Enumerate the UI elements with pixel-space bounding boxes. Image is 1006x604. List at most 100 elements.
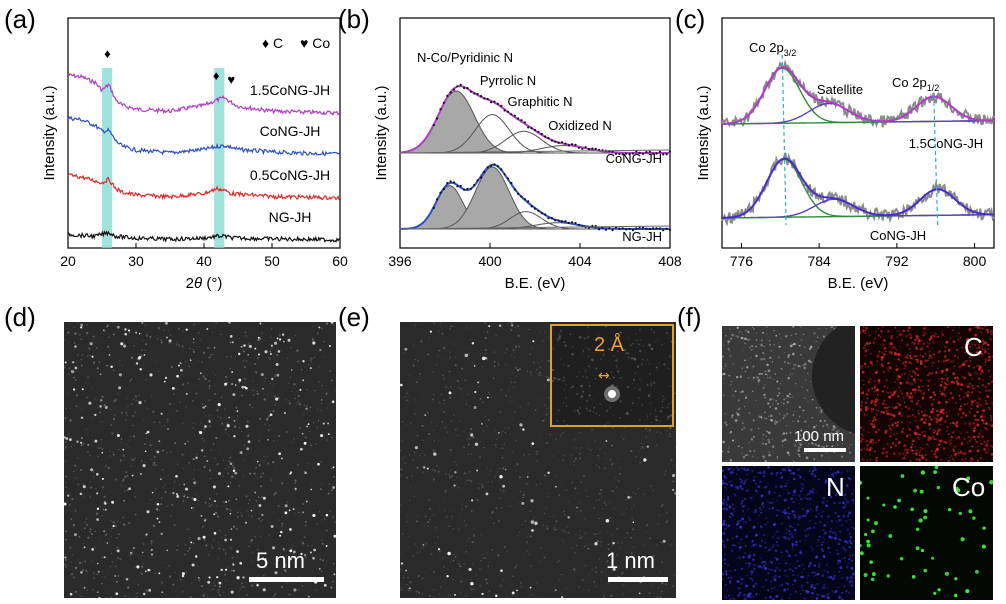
texture-dot (586, 469, 588, 471)
panel-label-e: (e) (338, 302, 370, 332)
texture-dot (71, 435, 73, 437)
texture-dot (927, 438, 931, 442)
texture-dot (891, 429, 893, 432)
texture-dot (494, 476, 497, 478)
texture-dot (173, 524, 176, 527)
texture-dot (228, 460, 230, 463)
texture-dot (627, 496, 630, 499)
texture-dot (619, 376, 622, 379)
texture-dot (771, 569, 773, 571)
texture-dot (400, 568, 402, 571)
texture-dot (442, 374, 444, 377)
texture-dot (570, 454, 573, 457)
texture-dot (802, 357, 804, 359)
texture-dot (321, 559, 324, 562)
texture-dot (729, 355, 732, 358)
texture-dot (820, 411, 823, 413)
texture-dot (159, 532, 161, 534)
texture-dot (445, 489, 447, 492)
texture-dot (295, 390, 297, 392)
texture-dot (518, 531, 521, 533)
texture-dot (979, 457, 983, 460)
texture-dot (507, 426, 510, 429)
texture-dot (835, 549, 838, 552)
texture-dot (843, 493, 847, 497)
texture-dot (882, 370, 886, 374)
texture-dot (786, 451, 790, 454)
texture-dot (483, 322, 486, 324)
texture-dot (742, 349, 744, 351)
texture-dot (74, 327, 76, 329)
raw-data-point (652, 152, 655, 155)
texture-dot (280, 530, 283, 534)
texture-dot (876, 360, 879, 363)
texture-dot (94, 546, 97, 548)
series-line-0.5CoNG-JH (67, 173, 341, 201)
texture-dot (80, 326, 83, 329)
texture-dot (923, 434, 926, 437)
texture-dot (621, 402, 623, 404)
raw-data-point (571, 143, 574, 146)
texture-dot (911, 341, 913, 344)
texture-dot (294, 334, 296, 336)
texture-dot (432, 480, 435, 483)
texture-dot (742, 555, 745, 559)
texture-dot (877, 354, 880, 357)
texture-dot (611, 426, 614, 429)
texture-dot (611, 462, 614, 465)
texture-dot (781, 476, 784, 479)
texture-dot (949, 360, 953, 363)
texture-dot (68, 341, 70, 343)
texture-dot (134, 513, 137, 516)
texture-dot (741, 452, 743, 454)
texture-dot (746, 469, 748, 471)
texture-dot (644, 426, 645, 427)
texture-dot (951, 360, 955, 363)
texture-dot (809, 562, 812, 565)
texture-dot (817, 573, 819, 575)
texture-dot (481, 592, 484, 596)
texture-dot (591, 397, 593, 400)
raw-data-point (432, 124, 435, 127)
raw-data-point (473, 183, 476, 187)
texture-dot (972, 422, 975, 425)
texture-dot (940, 369, 944, 373)
texture-dot (871, 438, 875, 442)
texture-dot (473, 406, 477, 409)
texture-dot (433, 429, 435, 431)
texture-dot (800, 571, 803, 574)
texture-dot (787, 515, 789, 518)
texture-dot (160, 532, 163, 536)
texture-dot (722, 503, 725, 506)
texture-dot (406, 584, 408, 586)
texture-dot (438, 579, 440, 581)
texture-dot (607, 348, 610, 351)
texture-dot (580, 510, 583, 512)
texture-dot (727, 576, 730, 579)
texture-dot (185, 487, 188, 491)
texture-dot (922, 342, 925, 345)
texture-dot (475, 397, 477, 399)
texture-dot (924, 332, 927, 335)
haadf-stem-image-d: 5 nm (64, 322, 336, 598)
texture-dot (175, 493, 179, 496)
texture-dot (947, 358, 950, 362)
texture-dot (305, 365, 307, 367)
texture-dot (545, 507, 548, 510)
texture-dot (130, 465, 132, 467)
texture-dot (64, 417, 67, 420)
texture-dot (948, 508, 952, 512)
texture-dot (100, 442, 102, 444)
texture-dot (433, 571, 436, 573)
texture-dot (125, 577, 129, 581)
texture-dot (401, 553, 403, 555)
texture-dot (525, 482, 527, 484)
texture-dot (913, 371, 917, 375)
texture-dot (743, 498, 746, 500)
texture-dot (740, 479, 744, 483)
raw-data-point (493, 100, 496, 103)
texture-dot (435, 526, 438, 529)
texture-dot (226, 482, 229, 484)
texture-dot (166, 421, 168, 423)
texture-dot (593, 406, 596, 409)
